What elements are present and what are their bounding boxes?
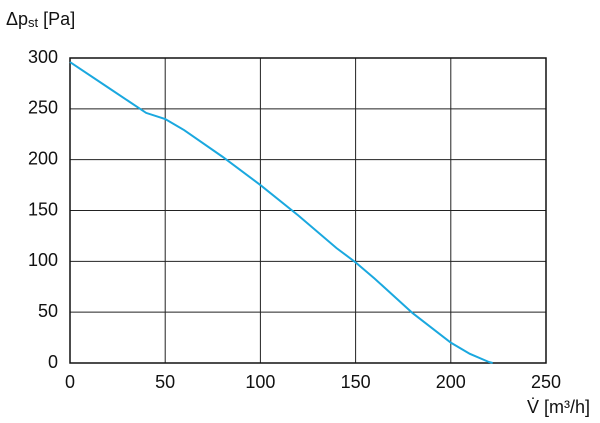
x-tick-label: 0 <box>65 372 75 392</box>
y-tick-label: 250 <box>28 98 58 118</box>
curve <box>69 61 493 364</box>
y-tick-label: 100 <box>28 250 58 270</box>
y-tick-label: 150 <box>28 199 58 219</box>
y-label-unit: [Pa] <box>43 9 75 29</box>
y-tick-label: 200 <box>28 148 58 168</box>
x-axis-label: V̇ [m³/h] <box>527 397 590 417</box>
x-tick-label: 100 <box>245 372 275 392</box>
x-tick-label: 50 <box>155 372 175 392</box>
y-tick-label: 50 <box>38 301 58 321</box>
y-tick-label: 300 <box>28 47 58 67</box>
x-tick-label: 250 <box>531 372 561 392</box>
y-label-sub: st <box>28 15 39 30</box>
plot-frame <box>69 57 547 364</box>
x-tick-label: 200 <box>436 372 466 392</box>
y-label-main: Δp <box>6 9 28 29</box>
y-tick-label: 0 <box>48 352 58 372</box>
y-axis-label: Δpst [Pa] <box>6 9 75 31</box>
x-tick-label: 150 <box>341 372 371 392</box>
